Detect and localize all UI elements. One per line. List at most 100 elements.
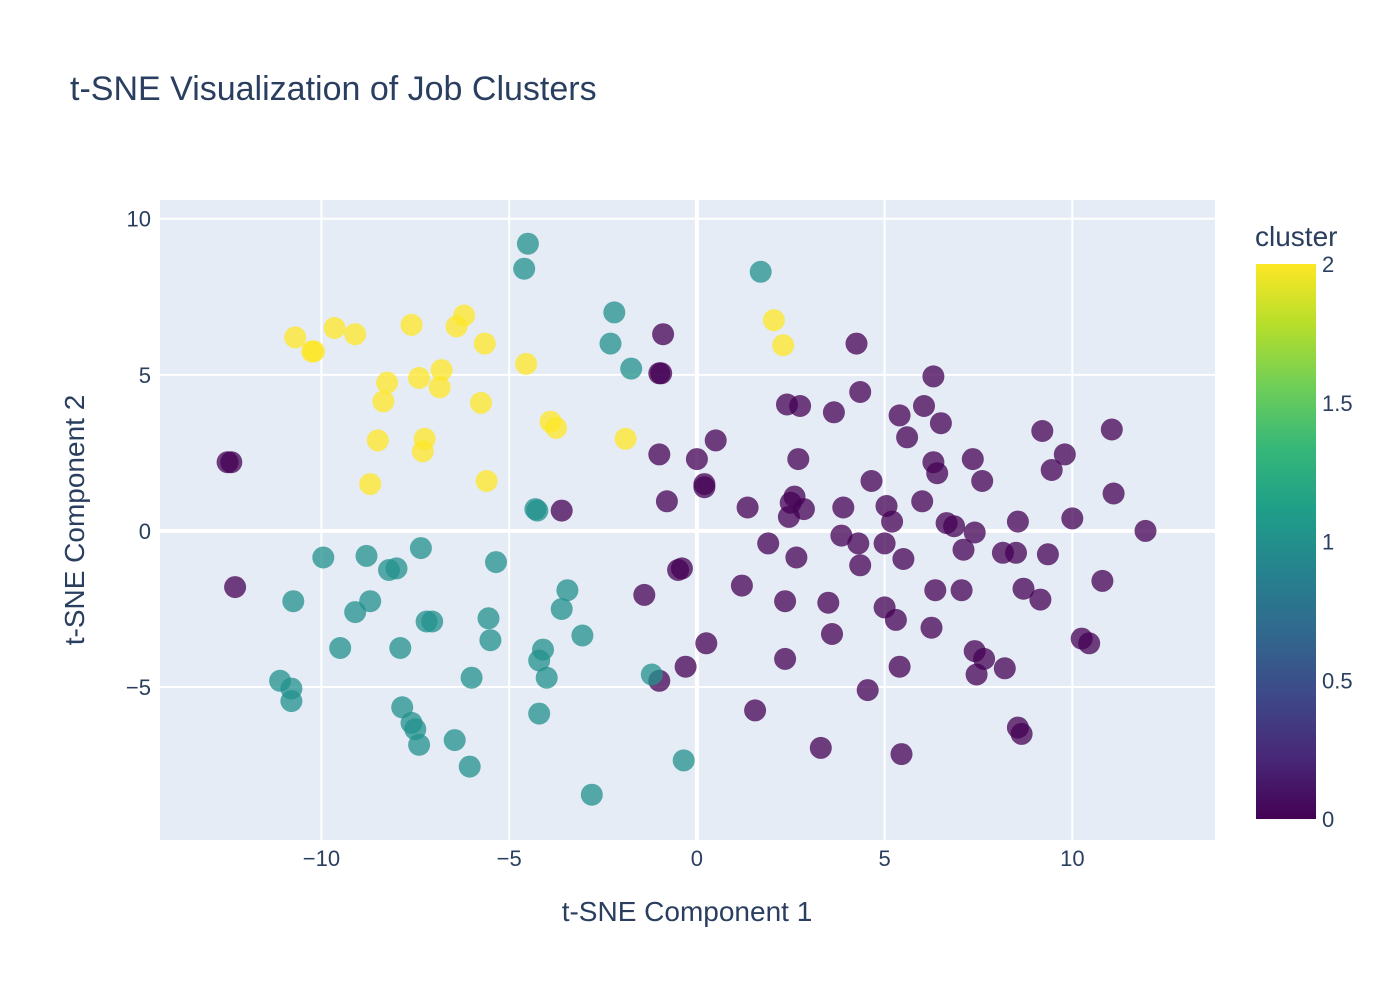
x-axis-title: t-SNE Component 1 xyxy=(562,896,813,927)
point-cluster-0 xyxy=(1005,541,1027,564)
point-cluster-1 xyxy=(479,629,502,652)
point-cluster-1 xyxy=(329,637,352,659)
point-cluster-0 xyxy=(821,623,843,645)
point-cluster-0 xyxy=(655,490,678,513)
scatter-points xyxy=(216,232,1157,806)
point-cluster-0 xyxy=(847,532,870,555)
point-cluster-2 xyxy=(473,332,496,355)
point-cluster-0 xyxy=(1029,588,1052,611)
point-cluster-0 xyxy=(787,448,810,471)
point-cluster-0 xyxy=(884,608,907,631)
point-cluster-0 xyxy=(744,699,767,722)
x-tick-label: 5 xyxy=(878,846,890,871)
point-cluster-0 xyxy=(832,496,855,519)
point-cluster-1 xyxy=(389,637,412,659)
point-cluster-0 xyxy=(695,632,718,655)
point-cluster-2 xyxy=(428,376,451,399)
point-cluster-1 xyxy=(460,666,483,689)
point-cluster-0 xyxy=(674,655,697,678)
point-cluster-2 xyxy=(408,367,431,389)
point-cluster-0 xyxy=(896,426,919,449)
point-cluster-0 xyxy=(224,576,247,599)
x-tick-label: 0 xyxy=(691,846,703,871)
point-cluster-1 xyxy=(580,783,603,806)
point-cluster-2 xyxy=(762,309,785,332)
point-cluster-1 xyxy=(532,638,554,661)
point-cluster-2 xyxy=(413,427,436,450)
point-cluster-1 xyxy=(282,590,305,613)
x-axis-ticks: −10 −5 0 5 10 xyxy=(303,846,1085,871)
point-cluster-0 xyxy=(693,476,716,499)
colorbar-title: cluster xyxy=(1255,221,1337,252)
point-cluster-1 xyxy=(556,579,579,602)
point-cluster-1 xyxy=(749,260,772,283)
chart-title: t-SNE Visualization of Job Clusters xyxy=(70,70,597,108)
point-cluster-0 xyxy=(873,532,896,555)
point-cluster-2 xyxy=(372,390,395,413)
x-tick-label: −5 xyxy=(497,846,522,871)
point-cluster-0 xyxy=(685,448,708,471)
y-tick-label: 0 xyxy=(139,519,151,544)
point-cluster-0 xyxy=(1010,722,1033,745)
point-cluster-1 xyxy=(312,546,335,569)
point-cluster-2 xyxy=(376,371,399,394)
point-cluster-1 xyxy=(528,702,551,725)
plot-area xyxy=(160,200,1215,840)
point-cluster-1 xyxy=(526,499,549,522)
point-cluster-0 xyxy=(993,657,1016,680)
y-tick-label: −5 xyxy=(126,675,151,700)
point-cluster-1 xyxy=(421,610,444,633)
point-cluster-2 xyxy=(344,323,367,346)
point-cluster-0 xyxy=(1061,507,1084,530)
point-cluster-0 xyxy=(774,590,797,613)
point-cluster-2 xyxy=(453,304,476,327)
point-cluster-0 xyxy=(822,401,845,424)
point-cluster-0 xyxy=(809,736,832,759)
point-cluster-0 xyxy=(849,554,872,577)
colorbar-gradient xyxy=(1256,264,1316,819)
point-cluster-0 xyxy=(648,443,671,466)
point-cluster-1 xyxy=(620,357,643,380)
point-cluster-0 xyxy=(860,470,883,492)
point-cluster-0 xyxy=(1134,519,1157,542)
point-cluster-0 xyxy=(952,538,975,561)
point-cluster-0 xyxy=(220,451,243,474)
point-cluster-0 xyxy=(704,429,727,452)
point-cluster-0 xyxy=(757,532,780,555)
x-tick-label: 10 xyxy=(1060,846,1084,871)
point-cluster-0 xyxy=(929,412,952,435)
point-cluster-1 xyxy=(640,663,663,686)
point-cluster-0 xyxy=(633,583,656,606)
point-cluster-1 xyxy=(535,666,558,689)
point-cluster-2 xyxy=(475,470,498,492)
point-cluster-0 xyxy=(774,647,797,670)
colorbar-tick-label: 0 xyxy=(1322,807,1334,832)
point-cluster-0 xyxy=(888,404,911,427)
point-cluster-1 xyxy=(458,755,481,778)
point-cluster-2 xyxy=(323,317,346,339)
point-cluster-0 xyxy=(845,332,868,355)
point-cluster-2 xyxy=(302,340,325,363)
point-cluster-0 xyxy=(785,546,808,569)
point-cluster-0 xyxy=(730,574,753,597)
point-cluster-0 xyxy=(789,395,812,417)
point-cluster-0 xyxy=(920,616,943,639)
point-cluster-0 xyxy=(1006,510,1029,533)
point-cluster-0 xyxy=(550,499,573,522)
point-cluster-0 xyxy=(849,381,872,403)
point-cluster-0 xyxy=(924,579,947,602)
point-cluster-2 xyxy=(772,334,795,357)
point-cluster-2 xyxy=(470,391,492,414)
point-cluster-1 xyxy=(443,729,466,752)
point-cluster-0 xyxy=(1012,577,1035,600)
point-cluster-2 xyxy=(400,313,423,336)
x-tick-label: −10 xyxy=(303,846,340,871)
colorbar-tick-label: 1.5 xyxy=(1322,391,1353,416)
point-cluster-1 xyxy=(408,733,431,756)
point-cluster-0 xyxy=(971,470,994,492)
point-cluster-0 xyxy=(1091,569,1114,592)
point-cluster-1 xyxy=(571,624,594,647)
point-cluster-0 xyxy=(888,655,911,678)
point-cluster-0 xyxy=(973,647,996,670)
